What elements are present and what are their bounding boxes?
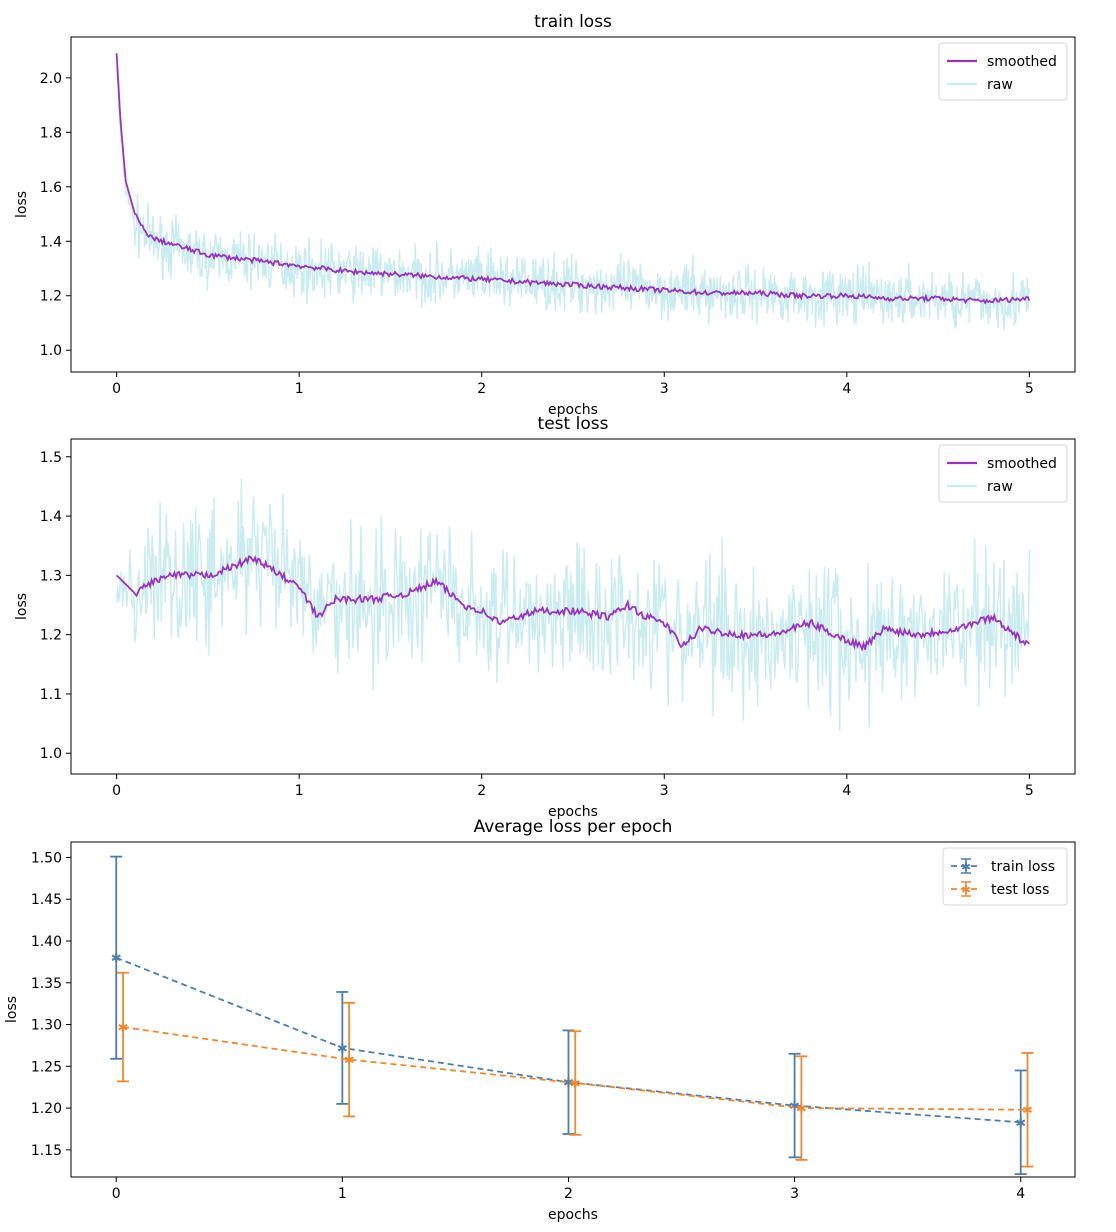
y-tick-label: 1.4 [40,234,62,250]
x-tick-label: 1 [295,381,304,397]
y-tick-label: 1.2 [40,289,62,305]
series-line-raw [115,478,1031,731]
x-tick-label: 0 [112,783,121,799]
x-tick-label: 1 [295,783,304,799]
y-tick-label: 1.0 [40,746,62,762]
y-axis-label: loss [14,593,30,620]
svg-text:✱: ✱ [961,883,971,897]
legend: ✱ train loss ✱ test loss [942,847,1068,906]
y-tick-label: 1.2 [40,628,62,644]
legend-label: train loss [991,859,1055,875]
x-tick-label: 2 [564,1186,573,1202]
chart-title: train loss [534,12,612,32]
x-tick-label: 3 [790,1186,799,1202]
x-axis-label: epochs [548,1207,598,1223]
series-line-smoothed [115,53,1031,305]
legend-item-raw: raw [947,479,1013,495]
legend: smoothed raw [938,444,1068,503]
errorbar-test-loss [1021,1052,1034,1168]
data-point-train-loss: ✱ [789,1100,800,1115]
legend-item-train-loss: ✱ train loss [951,858,1055,875]
x-tick-label: 0 [112,1186,121,1202]
x-axis-label: epochs [548,402,598,418]
y-axis-label: loss [4,996,20,1023]
errorbar-train-loss [336,991,349,1105]
plot-area: ✱✱✱✱✱✱✱✱✱ ✱ [110,855,1034,1175]
x-tick-label: 5 [1025,381,1034,397]
chart-panel-3: ✱✱✱✱✱✱✱✱✱ ✱0 1 2 3 41.151.201.251.301.351.401… [4,817,1076,1223]
data-point-train-loss: ✱ [337,1042,348,1057]
y-tick-label: 1.45 [31,892,62,908]
y-tick-label: 1.30 [31,1018,62,1034]
axes-frame [70,438,1076,775]
x-tick-label: 3 [660,783,669,799]
data-point-train-loss: ✱ [1015,1116,1026,1131]
chart-panel-2: 0 1 2 3 4 5 1.0 1.1 1.2 1.3 1.4 1.5 test loss epochs l… [14,414,1076,820]
data-point-train-loss: ✱ [111,952,122,967]
data-point-train-loss: ✱ [563,1076,574,1091]
x-tick-label: 2 [477,381,486,397]
errorbar-test-loss [343,1001,356,1118]
y-tick-label: 1.3 [40,568,62,584]
legend: smoothed raw [938,42,1068,101]
y-tick-label: 2.0 [40,71,62,87]
legend-label: raw [987,77,1013,93]
x-axis-label: epochs [548,804,598,820]
legend-label: raw [987,479,1013,495]
y-tick-label: 1.0 [40,343,62,359]
errorbar-test-loss [795,1055,808,1161]
y-tick-label: 1.25 [31,1059,62,1075]
legend-item-smoothed: smoothed [947,54,1057,70]
x-tick-label: 3 [660,381,669,397]
plot-area [115,478,1031,731]
x-tick-label: 1 [338,1186,347,1202]
series-line-raw [115,68,1031,331]
y-tick-label: 1.8 [40,125,62,141]
y-tick-label: 1.20 [31,1101,62,1117]
legend-item-raw: raw [947,77,1013,93]
chart-title: test loss [538,414,609,434]
legend-item-test-loss: ✱ test loss [951,881,1049,898]
legend-label: smoothed [987,456,1057,472]
y-axis-label: loss [14,191,30,218]
x-tick-label: 4 [842,783,851,799]
y-tick-label: 1.1 [40,687,62,703]
data-point-test-loss: ✱ [344,1054,355,1069]
y-tick-label: 1.40 [31,934,62,950]
series-line-smoothed [115,555,1031,652]
axes-frame [70,36,1076,373]
legend-label: smoothed [987,54,1057,70]
y-tick-label: 1.50 [31,850,62,866]
x-tick-label: 0 [112,381,121,397]
errorbar-test-loss [117,971,130,1083]
data-point-test-loss: ✱ [570,1077,581,1092]
axes-frame [70,841,1076,1178]
y-tick-label: 1.35 [31,976,62,992]
data-point-test-loss: ✱ [118,1021,129,1036]
y-tick-label: 1.4 [40,509,62,525]
data-point-test-loss: ✱ [796,1102,807,1117]
plot-area [115,53,1031,331]
errorbar-train-loss [1014,1069,1027,1175]
x-tick-label: 4 [842,381,851,397]
x-tick-label: 2 [477,783,486,799]
x-tick-label: 5 [1025,783,1034,799]
y-tick-label: 1.6 [40,180,62,196]
y-tick-label: 1.15 [31,1143,62,1159]
chart-title: Average loss per epoch [474,817,673,837]
x-tick-label: 4 [1016,1186,1025,1202]
errorbar-test-loss [569,1030,582,1136]
chart-panel-1: 0 1 2 3 4 5 1.0 1.2 1.4 1.6 1.8 2.0 train loss epochs… [14,12,1076,418]
svg-text:✱: ✱ [961,860,971,874]
legend-item-smoothed: smoothed [947,456,1057,472]
errorbar-train-loss [788,1052,801,1159]
y-tick-label: 1.5 [40,450,62,466]
data-point-test-loss: ✱ [1022,1104,1033,1119]
legend-label: test loss [991,882,1049,898]
errorbar-train-loss [110,855,123,1060]
